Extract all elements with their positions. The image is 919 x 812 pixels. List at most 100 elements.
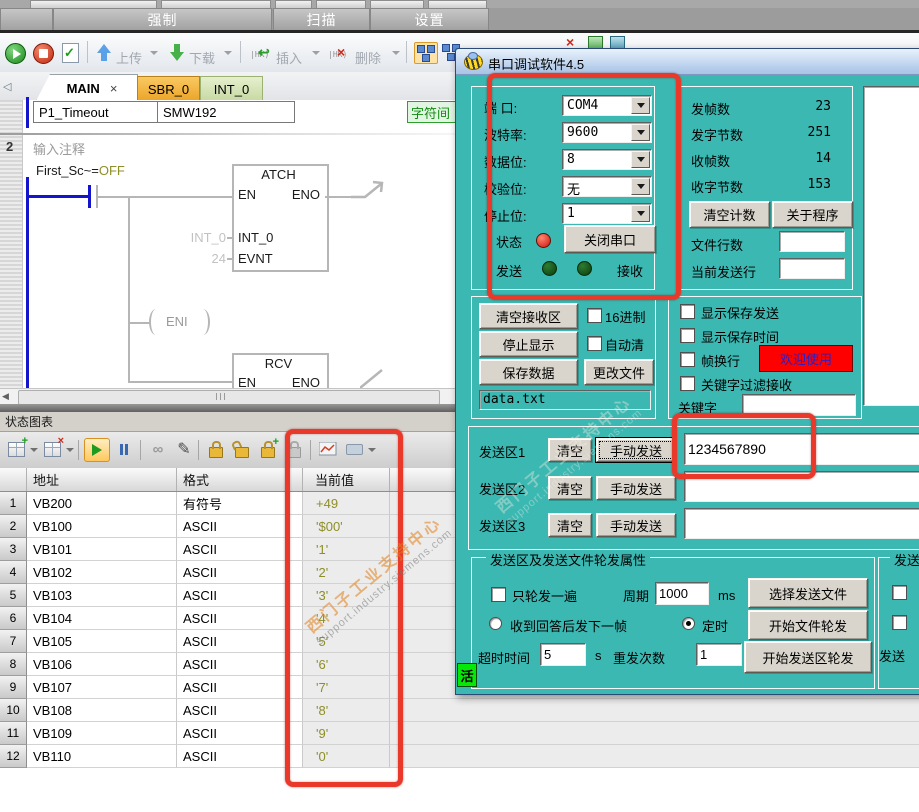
table-row[interactable]: 10 VB108 ASCII '8' xyxy=(0,699,919,722)
download-icon[interactable] xyxy=(170,44,184,61)
stop-display-button[interactable]: 停止显示 xyxy=(479,331,578,357)
dropdown-arrow-icon[interactable] xyxy=(631,178,650,195)
window-titlebar[interactable] xyxy=(456,49,919,75)
atch-block[interactable] xyxy=(232,164,329,272)
save-data-button[interactable]: 保存数据 xyxy=(479,359,578,385)
cell-format[interactable]: ASCII xyxy=(177,745,303,768)
start-file-cycle-button[interactable]: 开始文件轮发 xyxy=(748,610,868,640)
compile-icon[interactable] xyxy=(62,43,79,63)
dropdown-arrow-icon[interactable] xyxy=(631,124,650,141)
keyword-input[interactable] xyxy=(742,394,856,416)
cell-address[interactable]: VB101 xyxy=(27,538,177,561)
receive-display[interactable] xyxy=(863,86,919,406)
timed-radio[interactable] xyxy=(682,617,695,630)
ribbon-button-blank[interactable] xyxy=(0,8,53,32)
cell-address[interactable]: VB110 xyxy=(27,745,177,768)
databits-select[interactable]: 8 xyxy=(562,149,652,170)
show-saved-time-checkbox[interactable] xyxy=(680,328,695,343)
insert-label[interactable]: 插入 xyxy=(276,51,303,66)
insert-icon[interactable]: ↩ xyxy=(258,44,270,60)
insert-dropdown-caret[interactable] xyxy=(312,51,320,55)
chart-run-icon[interactable] xyxy=(84,438,110,462)
tag-caret[interactable] xyxy=(368,448,376,452)
cell-format[interactable]: ASCII xyxy=(177,653,303,676)
lock-icon[interactable] xyxy=(204,438,228,460)
download-dropdown-caret[interactable] xyxy=(224,51,232,55)
scan-button[interactable]: 扫描 xyxy=(273,8,370,32)
cell-address[interactable]: VB109 xyxy=(27,722,177,745)
dropdown-arrow-icon[interactable] xyxy=(631,97,650,114)
cell-address[interactable]: VB103 xyxy=(27,584,177,607)
ladder-variable-cell[interactable]: P1_Timeout xyxy=(33,101,163,123)
download-label[interactable]: 下载 xyxy=(189,51,216,66)
save-filename-field[interactable]: data.txt xyxy=(479,390,651,410)
clear-receive-button[interactable]: 清空接收区 xyxy=(479,303,578,329)
chart-pause-icon[interactable] xyxy=(112,438,136,460)
serial-debug-window[interactable]: 串口调试软件4.5 端 口: COM4 波特率: 9600 数据位: 8 校验位… xyxy=(455,48,919,695)
force-button[interactable]: 强制 xyxy=(53,8,272,32)
frame-newline-checkbox[interactable] xyxy=(680,352,695,367)
auto-clear-checkbox[interactable] xyxy=(587,336,602,351)
period-input[interactable] xyxy=(655,582,709,605)
cell-format[interactable]: ASCII xyxy=(177,607,303,630)
send-props-checkbox1[interactable] xyxy=(892,585,907,600)
tab-sbr0[interactable]: SBR_0 xyxy=(137,76,200,101)
after-answer-radio[interactable] xyxy=(489,617,502,630)
show-saved-send-checkbox[interactable] xyxy=(680,304,695,319)
delete-icon[interactable]: × xyxy=(337,44,346,60)
cell-format[interactable]: ASCII xyxy=(177,515,303,538)
ladder-address-cell[interactable]: SMW192 xyxy=(157,101,295,123)
eni-coil-label[interactable]: ENI xyxy=(166,314,188,329)
start-area-cycle-button[interactable]: 开始发送区轮发 xyxy=(744,641,872,673)
stopbits-select[interactable]: 1 xyxy=(562,203,652,224)
atch-input2-operand[interactable]: 24 xyxy=(211,251,226,266)
header-current-value[interactable]: 当前值 xyxy=(303,468,390,491)
hscroll-left-arrow-icon[interactable]: ◀ xyxy=(2,391,9,401)
cell-address[interactable]: VB100 xyxy=(27,515,177,538)
stop-icon[interactable] xyxy=(33,43,54,64)
close-port-button[interactable]: 关闭串口 xyxy=(564,225,656,253)
cell-address[interactable]: VB108 xyxy=(27,699,177,722)
cell-address[interactable]: VB107 xyxy=(27,676,177,699)
cell-format[interactable]: ASCII xyxy=(177,699,303,722)
send-once-checkbox[interactable] xyxy=(491,587,506,602)
unlock-icon[interactable] xyxy=(230,438,254,460)
timeout-input[interactable] xyxy=(540,643,586,666)
file-lines-input[interactable] xyxy=(779,231,845,252)
retry-input[interactable] xyxy=(696,643,742,666)
delete-dropdown-caret[interactable] xyxy=(392,51,400,55)
dropdown-arrow-icon[interactable] xyxy=(631,151,650,168)
send-props-checkbox2[interactable] xyxy=(892,615,907,630)
network-comment[interactable]: 输入注释 xyxy=(33,142,86,157)
header-format[interactable]: 格式 xyxy=(177,468,303,491)
delete-label[interactable]: 删除 xyxy=(355,51,382,66)
select-send-file-button[interactable]: 选择发送文件 xyxy=(748,578,868,608)
insert-chart-icon[interactable]: + xyxy=(4,436,28,460)
table-row[interactable]: 11 VB109 ASCII '9' xyxy=(0,722,919,745)
delete-chart-caret[interactable] xyxy=(66,448,74,452)
parity-select[interactable]: 无 xyxy=(562,176,652,197)
cell-format[interactable]: ASCII xyxy=(177,538,303,561)
cell-address[interactable]: VB106 xyxy=(27,653,177,676)
cell-format[interactable]: ASCII xyxy=(177,676,303,699)
cell-format[interactable]: 有符号 xyxy=(177,492,303,515)
port-select[interactable]: COM4 xyxy=(562,95,652,116)
trend-chart-icon[interactable] xyxy=(316,438,340,460)
send-area3-input[interactable] xyxy=(684,508,919,539)
send-area1-input[interactable] xyxy=(684,433,919,465)
cell-format[interactable]: ASCII xyxy=(177,630,303,653)
table-row[interactable]: 12 VB110 ASCII '0' xyxy=(0,745,919,768)
send-area1-clear-button[interactable]: 清空 xyxy=(548,438,592,462)
run-icon[interactable] xyxy=(5,43,26,64)
send-area3-manual-button[interactable]: 手动发送 xyxy=(596,513,676,537)
baud-select[interactable]: 9600 xyxy=(562,122,652,143)
cell-format[interactable]: ASCII xyxy=(177,722,303,745)
send-area2-input[interactable] xyxy=(684,471,919,502)
cell-address[interactable]: VB105 xyxy=(27,630,177,653)
keyword-filter-checkbox[interactable] xyxy=(680,376,695,391)
cell-format[interactable]: ASCII xyxy=(177,584,303,607)
hex-checkbox[interactable] xyxy=(587,308,602,323)
delete-chart-icon[interactable]: × xyxy=(40,436,64,460)
dropdown-arrow-icon[interactable] xyxy=(631,205,650,222)
lock-add-icon[interactable]: + xyxy=(256,437,280,460)
